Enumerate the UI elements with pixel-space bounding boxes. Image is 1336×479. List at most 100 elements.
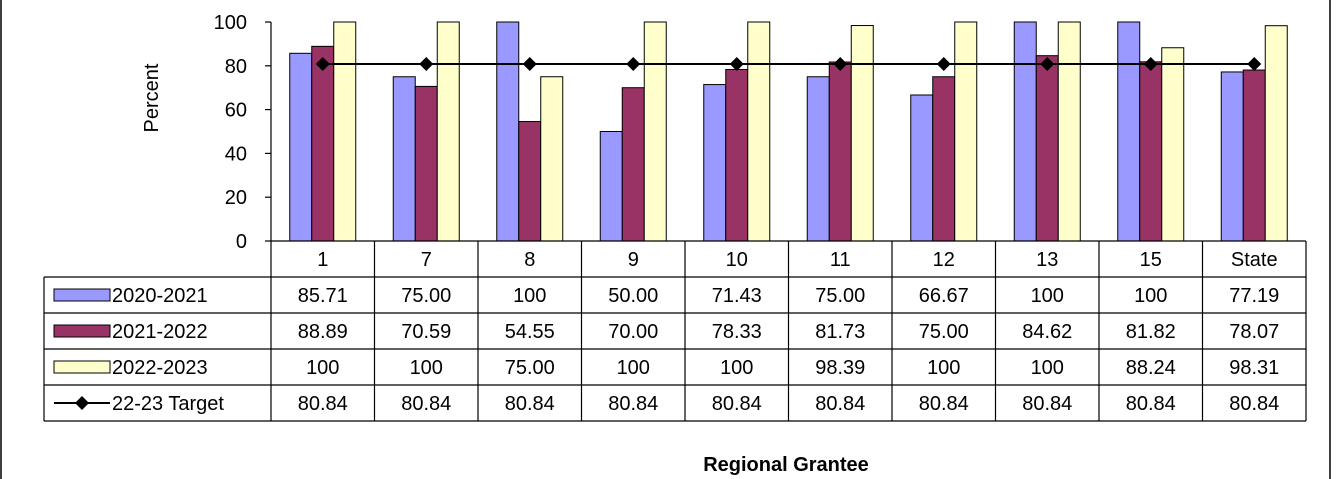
data-label: 75.00 (815, 285, 865, 307)
data-label: 80.84 (608, 393, 658, 415)
data-label: 100 (1031, 357, 1064, 379)
x-tick-label: 8 (524, 249, 535, 271)
data-label: 80.84 (815, 393, 865, 415)
target-point (315, 56, 330, 71)
bar (1161, 47, 1185, 242)
bar (392, 76, 416, 242)
bar (414, 85, 438, 242)
bar (1117, 21, 1141, 242)
y-axis-title: Percent (141, 63, 163, 132)
legend-label: 2020-2021 (112, 285, 208, 307)
data-label: 75.00 (401, 285, 451, 307)
target-point (1143, 56, 1158, 71)
x-tick-label: 7 (421, 249, 432, 271)
data-label: 98.31 (1229, 357, 1279, 379)
target-point (1247, 56, 1262, 71)
data-label: 100 (306, 357, 339, 379)
data-label: 100 (617, 357, 650, 379)
data-label: 70.59 (401, 321, 451, 343)
bar (703, 84, 727, 242)
y-tick-label: 0 (236, 231, 247, 253)
x-tick-label: 12 (933, 249, 955, 271)
data-label: 80.84 (712, 393, 762, 415)
bar (540, 76, 564, 242)
target-point (419, 56, 434, 71)
legend-label: 22-23 Target (112, 393, 224, 415)
bar (806, 76, 830, 242)
bar (910, 94, 934, 242)
bar (333, 21, 357, 242)
bar (954, 21, 978, 242)
data-label: 88.24 (1126, 357, 1176, 379)
legend-swatch (53, 324, 111, 338)
bar (1013, 21, 1037, 242)
bar (518, 121, 542, 242)
bar (1139, 61, 1163, 242)
data-label: 81.82 (1126, 321, 1176, 343)
bar (436, 21, 460, 242)
legend-label: 2022-2023 (112, 357, 208, 379)
data-label: 80.84 (505, 393, 555, 415)
legend-swatch (53, 288, 111, 302)
data-label: 78.33 (712, 321, 762, 343)
data-label: 100 (1134, 285, 1167, 307)
data-label: 54.55 (505, 321, 555, 343)
data-label: 66.67 (919, 285, 969, 307)
data-label: 80.84 (401, 393, 451, 415)
x-tick-label: 15 (1140, 249, 1162, 271)
legend-label: 2021-2022 (112, 321, 208, 343)
x-tick-label: 9 (628, 249, 639, 271)
x-tick-label: 10 (726, 249, 748, 271)
y-tick-label: 40 (225, 143, 247, 165)
data-label: 70.00 (608, 321, 658, 343)
data-label: 80.84 (919, 393, 969, 415)
data-label: 88.89 (298, 321, 348, 343)
bar (828, 61, 852, 242)
target-point (936, 56, 951, 71)
target-point (626, 56, 641, 71)
data-label: 75.00 (505, 357, 555, 379)
y-tick-label: 20 (225, 187, 247, 209)
bar (850, 25, 874, 242)
target-point (522, 56, 537, 71)
target-point (833, 56, 848, 71)
data-label: 100 (410, 357, 443, 379)
data-label: 80.84 (1126, 393, 1176, 415)
x-tick-label: State (1231, 249, 1278, 271)
bar (496, 21, 520, 242)
data-label: 100 (1031, 285, 1064, 307)
x-tick-label: 13 (1036, 249, 1058, 271)
data-label: 78.07 (1229, 321, 1279, 343)
bar (1264, 25, 1288, 242)
y-tick-label: 80 (225, 56, 247, 78)
data-label: 100 (513, 285, 546, 307)
data-label: 50.00 (608, 285, 658, 307)
data-label: 80.84 (1022, 393, 1072, 415)
bar (1035, 55, 1059, 242)
data-label: 71.43 (712, 285, 762, 307)
x-tick-label: 1 (317, 249, 328, 271)
data-label: 77.19 (1229, 285, 1279, 307)
legend-swatch (53, 360, 111, 374)
data-label: 75.00 (919, 321, 969, 343)
x-axis-title: Regional Grantee (703, 454, 869, 476)
data-label: 81.73 (815, 321, 865, 343)
bar (725, 68, 749, 242)
x-tick-label: 11 (830, 249, 851, 271)
bar (621, 87, 645, 242)
data-label: 80.84 (298, 393, 348, 415)
bar (747, 21, 771, 242)
bar (932, 76, 956, 242)
target-point (729, 56, 744, 71)
legend-marker (75, 396, 89, 410)
bar (1057, 21, 1081, 242)
target-point (1040, 56, 1055, 71)
bar (1242, 69, 1266, 242)
bar (599, 131, 623, 242)
y-tick-label: 60 (225, 100, 247, 122)
y-tick-label: 100 (214, 12, 247, 34)
data-label: 100 (927, 357, 960, 379)
data-label: 100 (720, 357, 753, 379)
data-label: 80.84 (1229, 393, 1279, 415)
